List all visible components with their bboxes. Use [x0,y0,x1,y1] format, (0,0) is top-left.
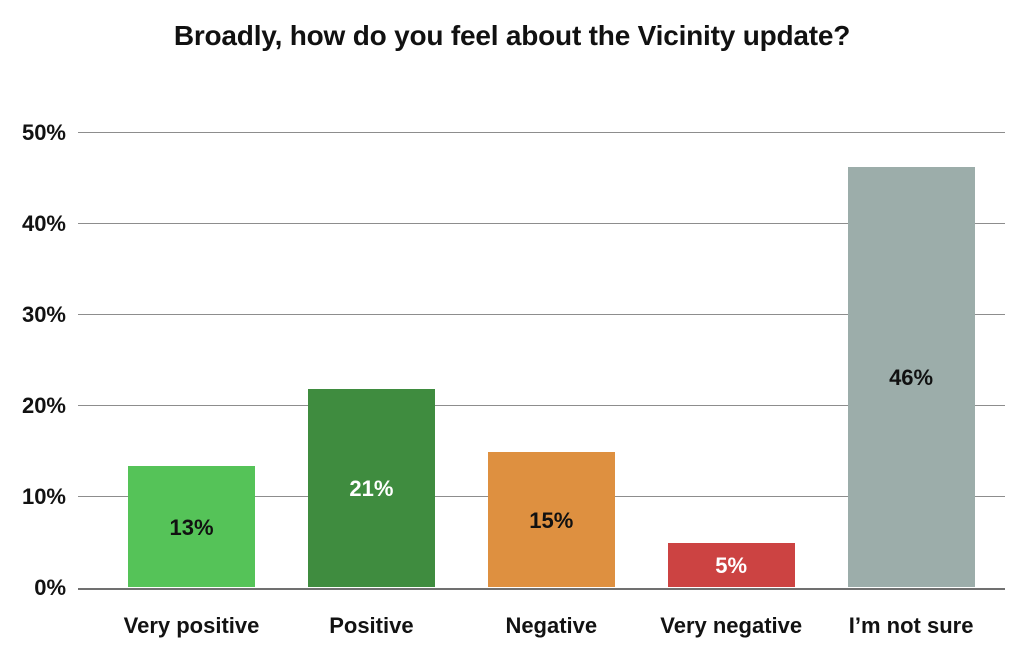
bar-value-label-positive: 21% [349,476,394,502]
y-tick-label-0: 0% [34,574,66,600]
bar-value-label-i-m-not-sure: 46% [889,365,934,391]
bar-value-label-very-negative: 5% [715,553,748,579]
x-tick-label-very-positive: Very positive [123,613,260,638]
bar-very-positive: 13% [128,465,255,588]
bar-positive: 21% [307,389,435,588]
bar-value-label-very-positive: 13% [169,514,214,540]
y-tick-label-30: 30% [21,301,66,327]
bar-very-negative: 5% [667,542,795,588]
y-gridline-40 [78,222,1005,225]
y-gridline-20 [78,404,1005,407]
x-tick-label-very-negative: Very negative [660,613,803,638]
x-tick-label-negative: Negative [505,613,598,638]
bar-value-label-negative: 15% [529,507,574,533]
y-tick-label-50: 50% [21,119,66,145]
y-gridline-50 [78,131,1005,134]
y-tick-label-20: 20% [21,392,66,418]
chart-title: Broadly, how do you feel about the Vicin… [173,20,851,51]
bar-negative: 15% [487,451,615,588]
bar-i-m-not-sure: 46% [847,167,975,588]
y-gridline-30 [78,313,1005,316]
y-tick-label-10: 10% [21,483,66,509]
x-tick-label-positive: Positive [329,613,414,638]
y-tick-label-40: 40% [21,210,66,236]
x-axis-line [78,587,1005,590]
x-tick-label-i-m-not-sure: I’m not sure [848,613,974,638]
